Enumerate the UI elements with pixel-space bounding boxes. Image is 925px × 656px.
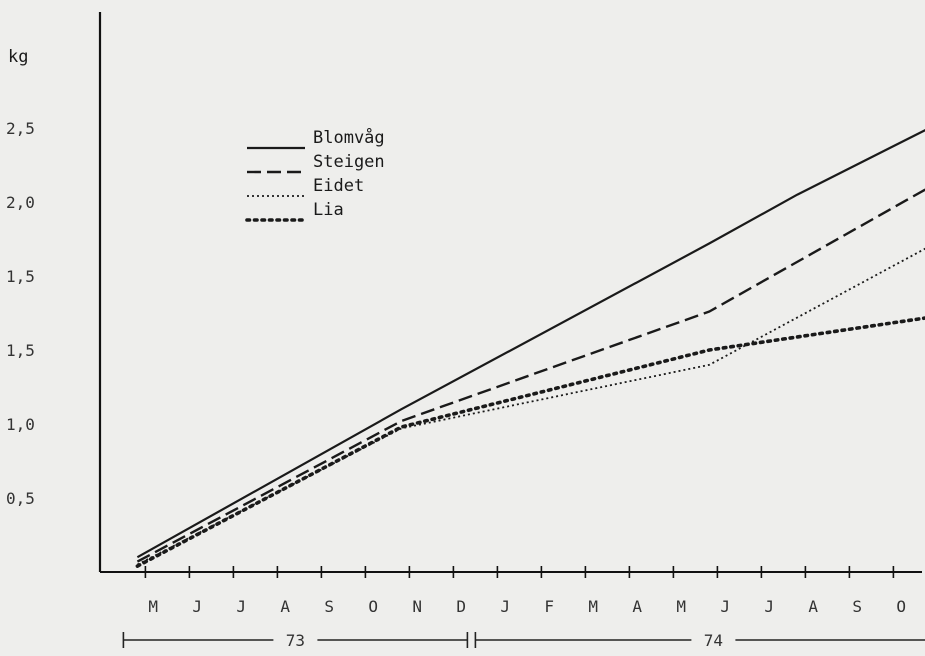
x-tick-label: O	[896, 597, 906, 616]
x-tick-label: M	[676, 597, 686, 616]
y-tick-label: 2,0	[6, 193, 35, 212]
legend-label: Blomvåg	[313, 127, 385, 148]
y-tick-label: 1,5	[6, 341, 35, 360]
x-tick-label: J	[720, 597, 730, 616]
x-tick-label: J	[764, 597, 774, 616]
x-tick-label: J	[192, 597, 202, 616]
year-label: 73	[286, 631, 305, 650]
legend-label: Eidet	[313, 176, 364, 196]
x-tick-label: S	[324, 597, 334, 616]
y-tick-label: 1,0	[6, 415, 35, 434]
legend-label: Lia	[313, 200, 344, 220]
x-tick-label: O	[368, 597, 378, 616]
y-tick-label: 1,5	[6, 267, 35, 286]
x-tick-label: A	[280, 597, 290, 616]
y-axis-label: kg	[8, 47, 28, 67]
series-lines	[135, 128, 925, 568]
y-tick-label: 0,5	[6, 489, 35, 508]
series-line-steigen	[136, 188, 925, 563]
series-line-eidet	[136, 247, 925, 566]
x-tick-label: F	[544, 597, 554, 616]
x-tick-label: N	[412, 597, 422, 616]
x-tick-label: J	[500, 597, 510, 616]
x-tick-label: A	[632, 597, 642, 616]
x-tick-label: M	[148, 597, 158, 616]
x-tick-label: J	[236, 597, 246, 616]
year-label: 74	[704, 631, 723, 650]
legend: Blomvåg Steigen Eidet Lia	[245, 127, 385, 222]
y-tick-label: 2,5	[6, 119, 35, 138]
x-tick-label: A	[808, 597, 818, 616]
x-tick-label: M	[588, 597, 598, 616]
x-tick-label: S	[852, 597, 862, 616]
x-tick-label: D	[456, 597, 466, 616]
series-line-blomvg	[136, 128, 925, 559]
legend-label: Steigen	[313, 152, 385, 172]
axes: 0,51,01,51,52,02,5MJJASONDJFMAMJJASON737…	[6, 12, 925, 650]
series-line-lia	[135, 316, 925, 568]
